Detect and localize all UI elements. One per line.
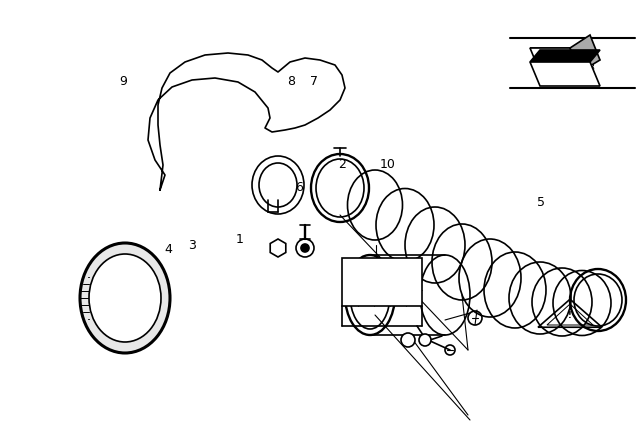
Text: !: !	[568, 311, 572, 320]
Circle shape	[419, 334, 431, 346]
Text: 9: 9	[119, 75, 127, 88]
Text: 7: 7	[310, 75, 317, 88]
Circle shape	[273, 243, 283, 253]
Text: 00193473: 00193473	[548, 63, 595, 73]
Ellipse shape	[80, 243, 170, 353]
Ellipse shape	[89, 254, 161, 342]
Polygon shape	[530, 62, 600, 86]
Circle shape	[301, 244, 309, 252]
Text: 2: 2	[339, 158, 346, 172]
Text: 10: 10	[380, 158, 395, 172]
Text: 6: 6	[296, 181, 303, 194]
Polygon shape	[270, 239, 286, 257]
Text: 8: 8	[287, 75, 295, 88]
Text: 5: 5	[537, 196, 545, 209]
Polygon shape	[530, 48, 580, 72]
Polygon shape	[530, 50, 600, 62]
Text: 1: 1	[236, 233, 244, 246]
Bar	[342, 258, 422, 306]
Polygon shape	[530, 48, 600, 60]
Circle shape	[401, 333, 415, 347]
Text: 3: 3	[188, 239, 196, 252]
Polygon shape	[570, 35, 600, 72]
Text: 4: 4	[164, 243, 172, 256]
